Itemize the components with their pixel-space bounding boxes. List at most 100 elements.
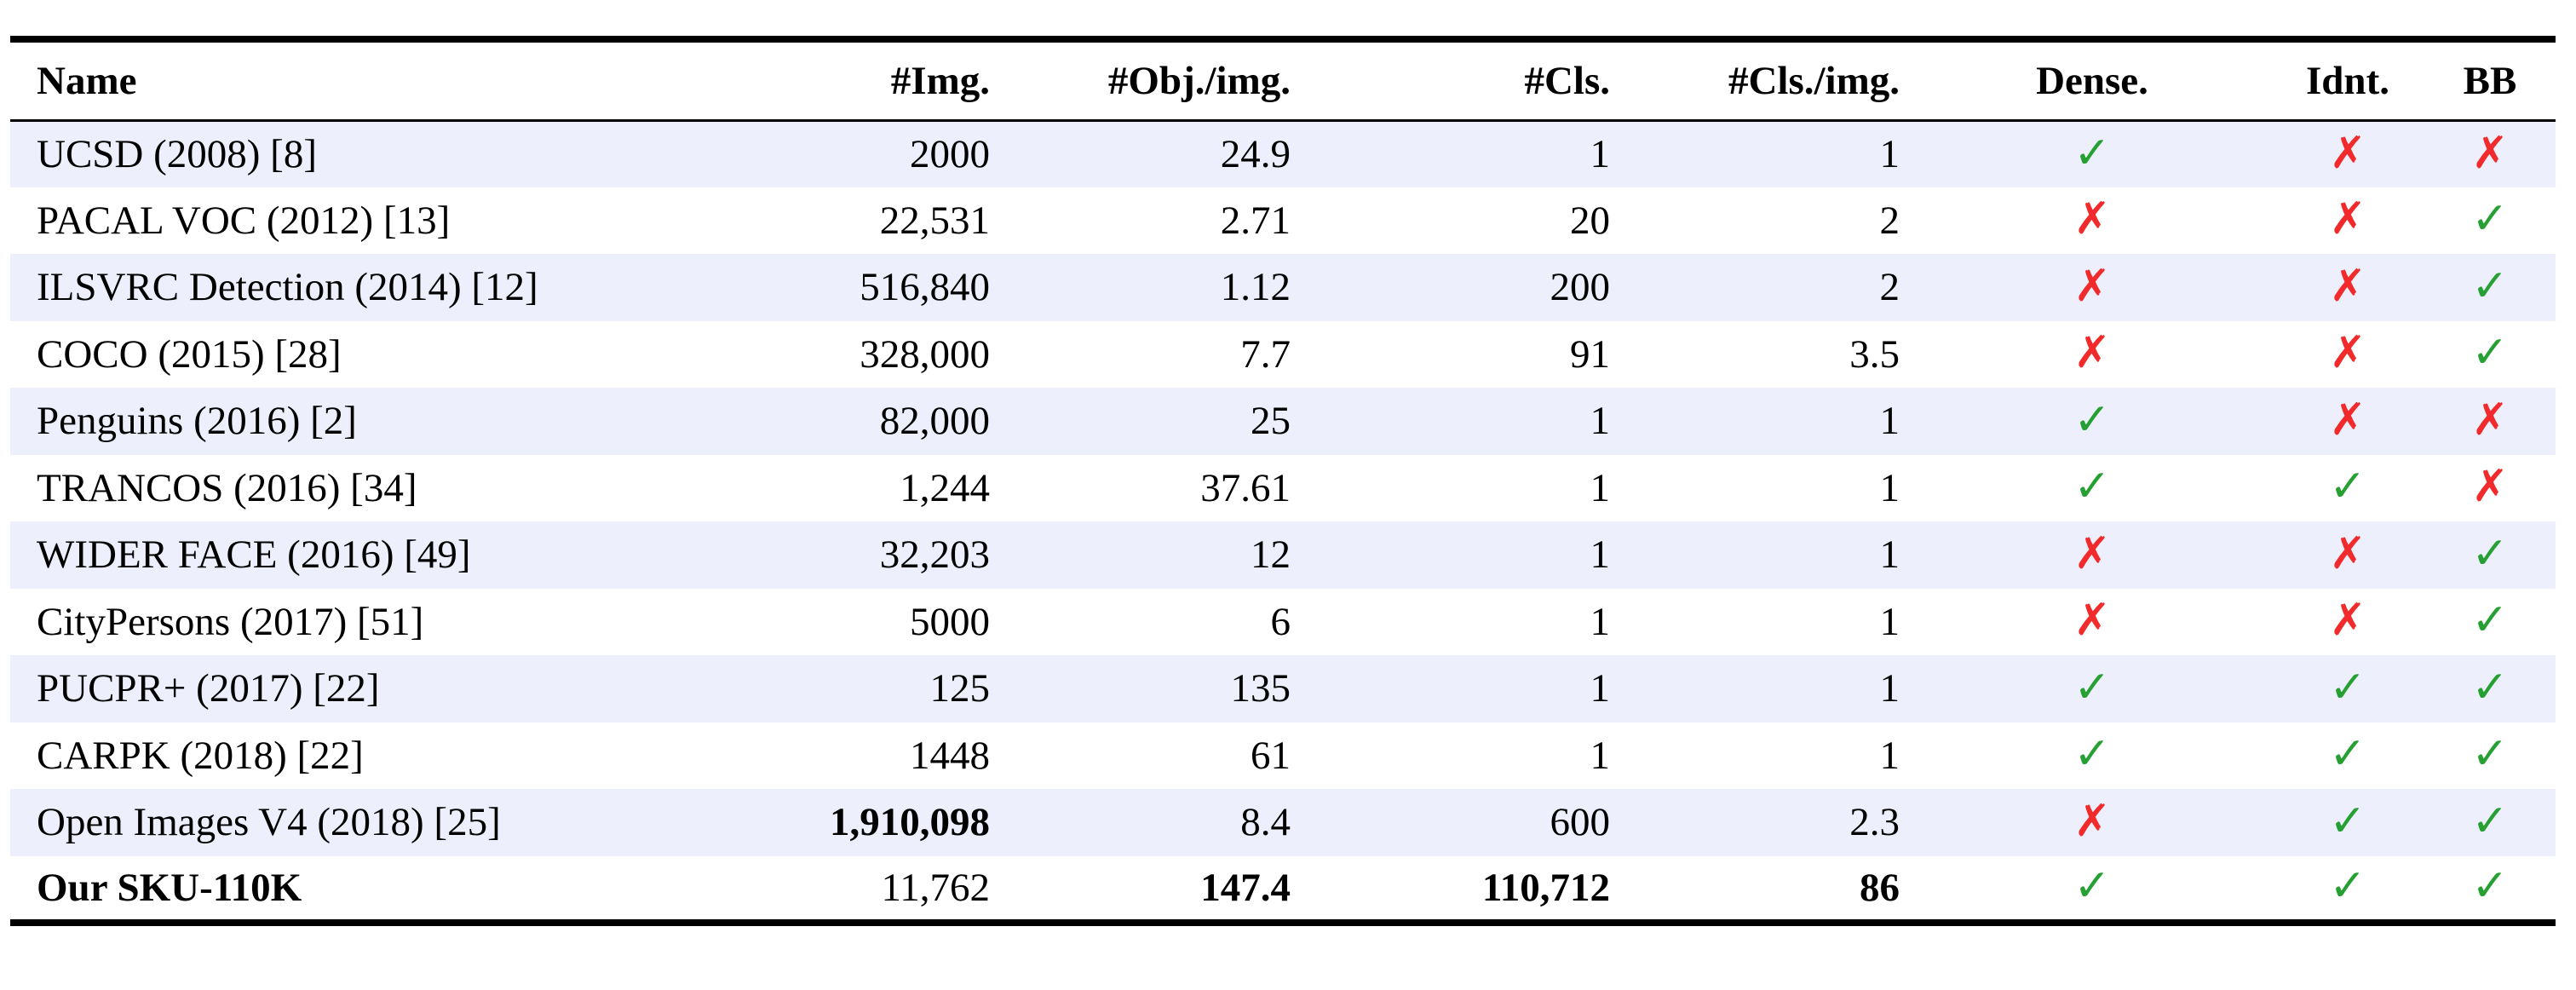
cell-cls_per_img: 1	[1879, 132, 1900, 176]
cell-img: 2000	[910, 132, 990, 176]
cell-cls_per_img: 1	[1879, 532, 1900, 578]
check-icon: ✓	[2329, 795, 2366, 847]
cross-icon: ✗	[2073, 527, 2111, 579]
cell-bb: ✓	[2424, 521, 2556, 589]
cross-icon: ✗	[2073, 595, 2111, 647]
cell-cls: 91	[1570, 331, 1610, 377]
table-row: PUCPR+ (2017) [22] 125 135 1 1 ✓ ✓ ✓	[10, 655, 2556, 722]
cell-bb: ✓	[2424, 321, 2556, 389]
table-row: Our SKU-110K 11,762 147.4 110,712 86 ✓ ✓ ✓	[10, 856, 2556, 924]
cell-idnt: ✗	[2271, 321, 2424, 389]
cell-idnt: ✗	[2271, 521, 2424, 589]
table-row: WIDER FACE (2016) [49] 32,203 12 1 1 ✗ ✗ ✓	[10, 521, 2556, 589]
cell-dense: ✓	[1913, 455, 2271, 522]
check-icon: ✓	[2329, 860, 2366, 912]
cell-cls: 1	[1590, 465, 1611, 510]
check-icon: ✓	[2329, 728, 2366, 780]
cell-cls: 600	[1550, 800, 1611, 845]
check-icon: ✓	[2471, 728, 2509, 780]
cell-img: 1448	[910, 733, 990, 778]
cell-dense: ✓	[1913, 722, 2271, 790]
cell-bb: ✓	[2424, 789, 2556, 856]
cross-icon: ✗	[2329, 127, 2366, 179]
cell-name: COCO (2015) [28]	[37, 331, 342, 377]
cell-dense: ✗	[1913, 521, 2271, 589]
cell-cls_per_img: 1	[1879, 733, 1900, 778]
cell-obj_per_img: 24.9	[1220, 132, 1291, 176]
cell-idnt: ✓	[2271, 455, 2424, 522]
table-header-row: Name #Img. #Obj./img. #Cls. #Cls./img. Dense.…	[10, 39, 2556, 120]
dataset-comparison-table: Name #Img. #Obj./img. #Cls. #Cls./img. Dense.…	[10, 36, 2556, 926]
cross-icon: ✗	[2073, 193, 2111, 245]
cell-dense: ✓	[1913, 388, 2271, 455]
table-row: CityPersons (2017) [51] 5000 6 1 1 ✗ ✗ ✓	[10, 589, 2556, 656]
dataset-comparison-table-wrap: Name #Img. #Obj./img. #Cls. #Cls./img. Dense.…	[10, 36, 2556, 926]
cell-img: 82,000	[879, 399, 990, 444]
cell-dense: ✓	[1913, 655, 2271, 722]
column-header-name: Name	[37, 58, 137, 103]
check-icon: ✓	[2329, 661, 2366, 713]
cell-dense: ✗	[1913, 187, 2271, 255]
table-row: CARPK (2018) [22] 1448 61 1 1 ✓ ✓ ✓	[10, 722, 2556, 790]
cell-idnt: ✓	[2271, 789, 2424, 856]
cell-obj_per_img: 12	[1251, 532, 1291, 578]
cell-bb: ✗	[2424, 120, 2556, 187]
cell-idnt: ✓	[2271, 856, 2424, 924]
check-icon: ✓	[2073, 860, 2111, 912]
cell-name: Open Images V4 (2018) [25]	[37, 800, 501, 845]
column-header-img: #Img.	[890, 58, 990, 103]
cell-obj_per_img: 61	[1251, 733, 1291, 778]
cell-obj_per_img: 135	[1230, 666, 1291, 711]
cell-cls: 1	[1590, 733, 1611, 778]
cell-idnt: ✗	[2271, 388, 2424, 455]
cell-obj_per_img: 8.4	[1240, 800, 1291, 845]
cell-name: UCSD (2008) [8]	[37, 132, 317, 176]
cross-icon: ✗	[2329, 327, 2366, 379]
cell-cls: 1	[1590, 532, 1611, 578]
cell-name: TRANCOS (2016) [34]	[37, 465, 417, 510]
check-icon: ✓	[2471, 527, 2509, 579]
column-header-cls: #Cls.	[1524, 58, 1610, 103]
table-row: UCSD (2008) [8] 2000 24.9 1 1 ✓ ✗ ✗	[10, 120, 2556, 187]
cell-dense: ✗	[1913, 321, 2271, 389]
cell-cls: 1	[1590, 132, 1611, 176]
cross-icon: ✗	[2329, 595, 2366, 647]
cell-cls: 110,712	[1481, 865, 1610, 910]
cell-bb: ✗	[2424, 455, 2556, 522]
cross-icon: ✗	[2329, 527, 2366, 579]
cell-bb: ✓	[2424, 187, 2556, 255]
cross-icon: ✗	[2073, 327, 2111, 379]
cell-cls_per_img: 86	[1860, 865, 1900, 910]
cell-cls_per_img: 3.5	[1849, 331, 1900, 377]
cell-cls: 1	[1590, 599, 1611, 644]
cell-cls: 1	[1590, 399, 1611, 444]
check-icon: ✓	[2471, 860, 2509, 912]
column-header-cls_per_img: #Cls./img.	[1728, 58, 1900, 103]
cell-name: Our SKU-110K	[37, 865, 302, 910]
cross-icon: ✗	[2329, 260, 2366, 312]
cell-bb: ✓	[2424, 589, 2556, 656]
cell-img: 32,203	[879, 532, 990, 578]
cell-idnt: ✗	[2271, 120, 2424, 187]
cell-cls_per_img: 2	[1879, 198, 1900, 243]
check-icon: ✓	[2471, 327, 2509, 379]
cell-obj_per_img: 1.12	[1220, 265, 1291, 310]
cell-img: 1,244	[900, 465, 990, 510]
cell-obj_per_img: 147.4	[1200, 865, 1291, 910]
cell-name: WIDER FACE (2016) [49]	[37, 532, 471, 578]
cell-cls: 20	[1570, 198, 1610, 243]
check-icon: ✓	[2471, 260, 2509, 312]
cell-name: ILSVRC Detection (2014) [12]	[37, 265, 538, 310]
cell-dense: ✗	[1913, 254, 2271, 321]
cell-idnt: ✗	[2271, 187, 2424, 255]
cell-idnt: ✓	[2271, 722, 2424, 790]
cell-bb: ✓	[2424, 254, 2556, 321]
column-header-idnt: Idnt.	[2306, 58, 2389, 103]
column-header-obj_per_img: #Obj./img.	[1107, 58, 1291, 103]
table-row: PACAL VOC (2012) [13] 22,531 2.71 20 2 ✗ ✗ ✓	[10, 187, 2556, 255]
cell-bb: ✗	[2424, 388, 2556, 455]
check-icon: ✓	[2073, 661, 2111, 713]
cell-img: 5000	[910, 599, 990, 644]
cell-idnt: ✗	[2271, 254, 2424, 321]
cell-cls: 1	[1590, 666, 1611, 711]
